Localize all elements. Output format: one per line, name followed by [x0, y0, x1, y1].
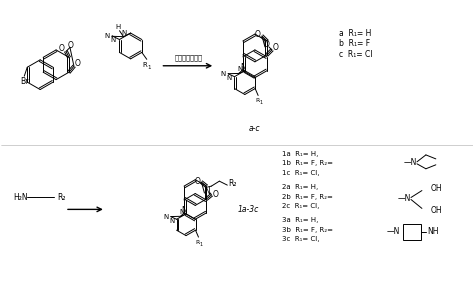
Text: 1a  R₁= H,: 1a R₁= H, — [282, 151, 318, 157]
Text: O: O — [255, 30, 261, 39]
Text: NH: NH — [427, 227, 438, 236]
Text: 3b  R₁= F, R₂=: 3b R₁= F, R₂= — [282, 227, 333, 233]
Text: R: R — [142, 62, 147, 68]
Text: R₂: R₂ — [228, 179, 237, 188]
Text: —N: —N — [403, 158, 417, 167]
Text: 1: 1 — [147, 65, 151, 70]
Text: N: N — [205, 187, 210, 196]
Text: 3c  R₁= Cl,: 3c R₁= Cl, — [282, 236, 319, 242]
Text: N: N — [240, 63, 246, 72]
Text: c  R₁= Cl: c R₁= Cl — [339, 50, 373, 59]
Text: N: N — [220, 71, 226, 77]
Text: R: R — [255, 98, 259, 103]
Text: O: O — [273, 43, 279, 52]
Text: b  R₁= F: b R₁= F — [339, 40, 371, 49]
Text: a  R₁= H: a R₁= H — [339, 29, 372, 38]
Text: —N: —N — [386, 227, 400, 236]
Text: N: N — [179, 209, 184, 215]
Text: N: N — [181, 206, 187, 215]
Text: 碗化链，碳酸钾: 碗化链，碳酸钾 — [174, 54, 202, 61]
Text: N: N — [170, 218, 175, 224]
Text: 3a  R₁= H,: 3a R₁= H, — [282, 217, 318, 223]
Text: O: O — [194, 177, 201, 186]
Text: O: O — [264, 40, 270, 49]
Text: 2c  R₁= Cl,: 2c R₁= Cl, — [282, 203, 319, 209]
Text: N: N — [110, 37, 116, 43]
Text: 1a-3c: 1a-3c — [237, 205, 259, 214]
Text: N: N — [163, 214, 169, 220]
Text: N: N — [122, 30, 127, 36]
Text: —N: —N — [397, 194, 410, 203]
Text: 2a  R₁= H,: 2a R₁= H, — [282, 184, 318, 190]
Bar — [403, 224, 421, 239]
Text: H: H — [115, 24, 120, 30]
Text: 1b  R₁= F, R₂=: 1b R₁= F, R₂= — [282, 160, 333, 166]
Text: R: R — [195, 239, 200, 244]
Text: OH: OH — [431, 184, 443, 193]
Text: 1: 1 — [260, 100, 263, 105]
Text: N: N — [227, 75, 232, 81]
Text: a-c: a-c — [249, 124, 261, 133]
Text: N: N — [237, 66, 242, 72]
Text: O: O — [75, 59, 81, 68]
Text: H₂N: H₂N — [13, 193, 28, 202]
Text: 1: 1 — [200, 242, 203, 246]
Text: O: O — [59, 44, 65, 53]
Text: O: O — [68, 41, 74, 50]
Text: OH: OH — [431, 206, 443, 215]
Text: 1c  R₁= Cl,: 1c R₁= Cl, — [282, 170, 319, 176]
Text: R₂: R₂ — [57, 193, 65, 202]
Text: Br: Br — [20, 77, 28, 86]
Text: 2b  R₁= F, R₂=: 2b R₁= F, R₂= — [282, 194, 333, 200]
Text: N: N — [104, 33, 109, 39]
Text: O: O — [212, 189, 219, 198]
